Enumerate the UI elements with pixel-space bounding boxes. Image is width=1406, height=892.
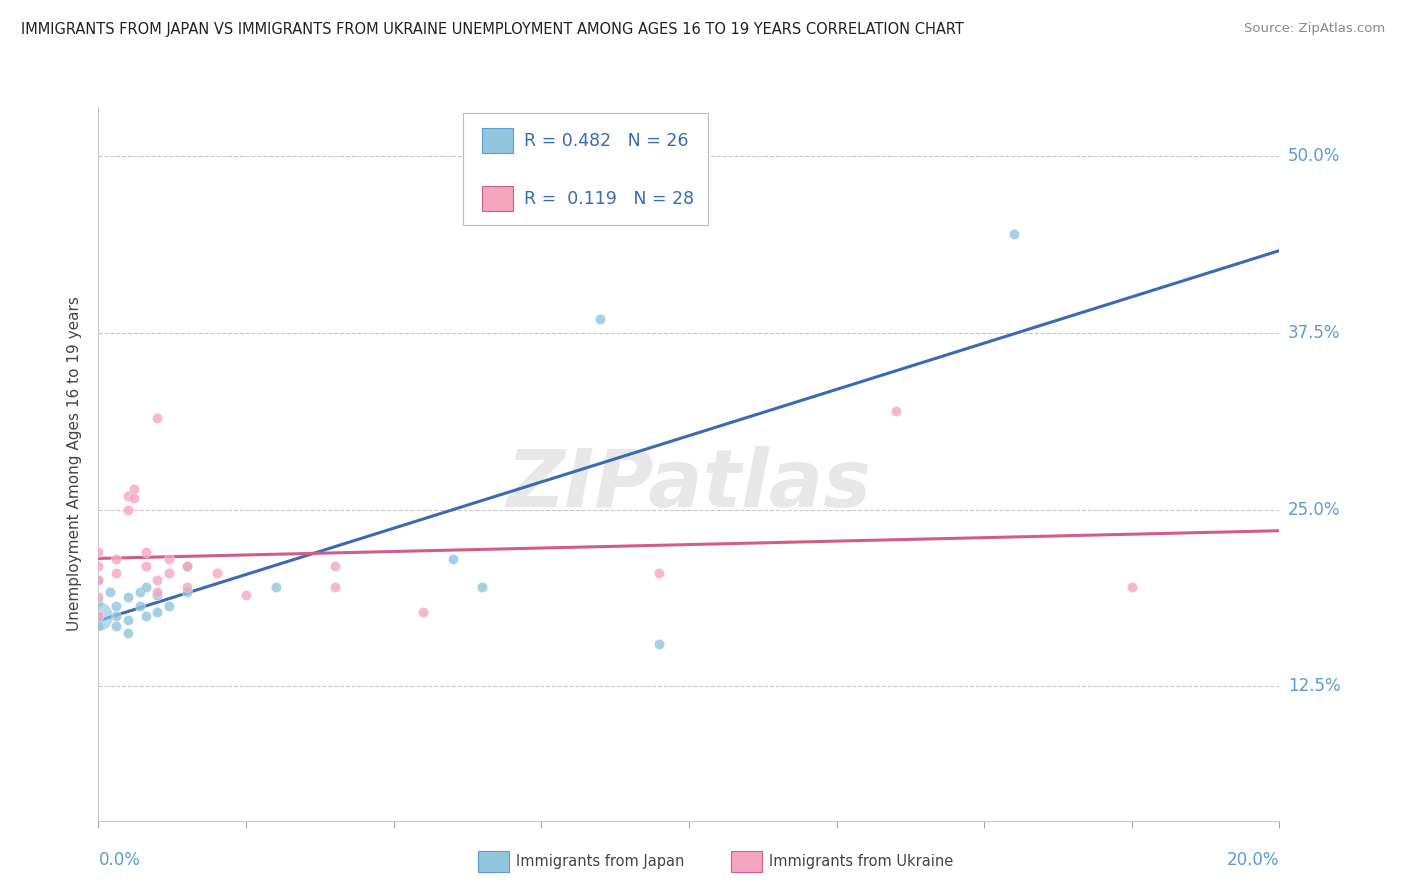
Point (87, 618, 110, 632)
Point (105, 618, 128, 632)
Point (176, 559, 198, 574)
Text: Source: ZipAtlas.com: Source: ZipAtlas.com (1244, 22, 1385, 36)
Point (87, 574, 110, 588)
Point (117, 613, 139, 627)
Point (122, 482, 145, 496)
Text: IMMIGRANTS FROM JAPAN VS IMMIGRANTS FROM UKRAINE UNEMPLOYMENT AMONG AGES 16 TO 1: IMMIGRANTS FROM JAPAN VS IMMIGRANTS FROM… (21, 22, 965, 37)
Point (117, 489, 139, 503)
Text: 12.5%: 12.5% (1288, 677, 1340, 696)
Point (117, 591, 139, 605)
Point (135, 559, 157, 574)
Point (146, 411, 169, 425)
Point (87, 608, 110, 623)
Point (323, 559, 346, 574)
Text: 25.0%: 25.0% (1288, 500, 1340, 519)
Text: Immigrants from Ukraine: Immigrants from Ukraine (769, 855, 953, 869)
Point (87, 559, 110, 574)
Point (105, 608, 128, 623)
Point (205, 566, 228, 581)
Point (157, 566, 180, 581)
Point (1002, 227, 1025, 242)
Point (87, 608, 110, 623)
Point (176, 559, 198, 574)
Point (87, 608, 110, 623)
Point (157, 599, 180, 613)
Text: R =  0.119   N = 28: R = 0.119 N = 28 (524, 190, 695, 208)
Point (87, 591, 110, 605)
Point (128, 584, 150, 599)
Point (412, 605, 434, 619)
Point (264, 581, 287, 595)
Text: ZIPatlas: ZIPatlas (506, 446, 872, 524)
Point (117, 502, 139, 516)
Point (176, 584, 198, 599)
Point (117, 625, 139, 640)
Point (1121, 581, 1143, 595)
Point (98, 584, 121, 599)
Point (122, 491, 145, 506)
Point (471, 581, 494, 595)
Text: Immigrants from Japan: Immigrants from Japan (516, 855, 685, 869)
Point (128, 599, 150, 613)
Point (146, 584, 169, 599)
Text: 37.5%: 37.5% (1288, 324, 1340, 343)
Point (441, 552, 464, 566)
Point (648, 566, 671, 581)
Point (87, 594, 110, 608)
Point (648, 637, 671, 651)
Point (105, 599, 128, 613)
Text: 50.0%: 50.0% (1288, 147, 1340, 166)
Point (135, 608, 157, 623)
Point (105, 566, 128, 581)
Point (176, 581, 198, 595)
Point (105, 552, 128, 566)
Point (323, 581, 346, 595)
Point (146, 588, 169, 602)
Point (146, 574, 169, 588)
Point (884, 404, 907, 418)
Text: 0.0%: 0.0% (98, 851, 141, 869)
Point (235, 588, 257, 602)
Point (589, 312, 612, 326)
Point (146, 605, 169, 619)
Point (87, 574, 110, 588)
Text: 20.0%: 20.0% (1227, 851, 1279, 869)
Text: R = 0.482   N = 26: R = 0.482 N = 26 (524, 132, 689, 150)
Point (157, 552, 180, 566)
Point (135, 545, 157, 559)
Point (87, 545, 110, 559)
Point (135, 581, 157, 595)
Y-axis label: Unemployment Among Ages 16 to 19 years: Unemployment Among Ages 16 to 19 years (67, 296, 83, 632)
